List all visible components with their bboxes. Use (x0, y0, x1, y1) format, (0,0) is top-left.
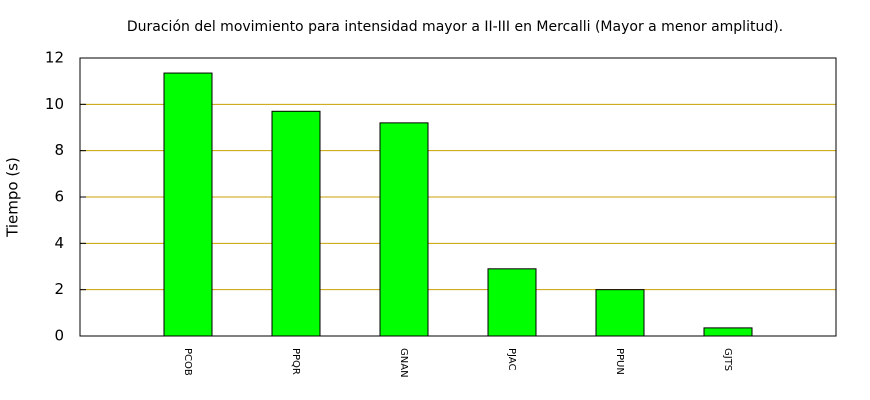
y-tick-label: 10 (45, 95, 64, 113)
y-tick-label: 8 (54, 141, 64, 159)
bar (595, 289, 645, 337)
x-tick-label: PJAC (506, 348, 517, 370)
x-tick-label: PCOB (182, 348, 193, 376)
y-tick-label: 4 (54, 234, 64, 252)
bar (703, 327, 753, 337)
bar (379, 122, 429, 337)
x-tick-label: GNAN (398, 348, 409, 378)
y-tick-label: 6 (54, 188, 64, 206)
bar (487, 268, 537, 337)
y-tick-label: 0 (54, 327, 64, 345)
y-axis-label: Tiempo (s) (4, 157, 22, 238)
chart-title: Duración del movimiento para intensidad … (127, 19, 783, 35)
x-tick-label: PPQR (290, 348, 301, 375)
y-tick-label: 2 (54, 280, 64, 298)
y-tick-label: 12 (45, 49, 64, 67)
x-tick-label: GJTS (722, 348, 733, 371)
bar (163, 72, 213, 337)
plot-frame (79, 57, 837, 337)
x-tick-label: PPUN (614, 348, 625, 375)
bar (271, 110, 321, 337)
